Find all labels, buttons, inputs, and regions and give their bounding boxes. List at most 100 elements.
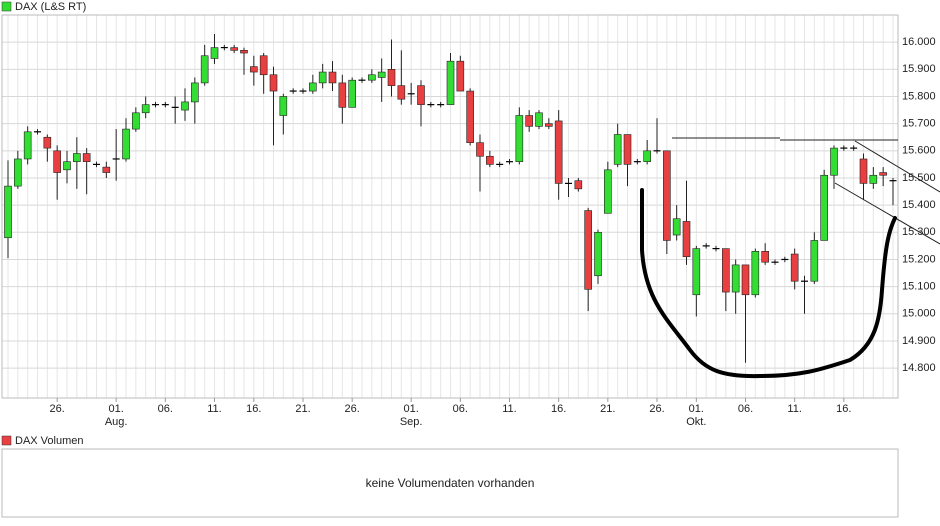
candle-body xyxy=(869,174,878,184)
candle-body xyxy=(613,134,622,165)
candle-body xyxy=(476,142,484,157)
x-tick-label: 11. xyxy=(502,403,516,415)
candle-body xyxy=(584,210,592,290)
candle-body xyxy=(181,101,189,111)
candle-body xyxy=(456,60,465,92)
candle-body xyxy=(525,115,533,127)
candle-body xyxy=(731,264,740,293)
candle-body xyxy=(230,47,238,51)
candle-body xyxy=(604,169,612,214)
candle-body xyxy=(250,66,258,73)
candle-body xyxy=(623,134,632,165)
candle-body xyxy=(141,104,150,114)
x-tick-label: 11. xyxy=(207,403,221,415)
candle-body xyxy=(574,180,583,190)
candle-body xyxy=(535,112,543,127)
candle-body xyxy=(4,185,12,239)
candle-body xyxy=(545,123,553,127)
candle-body xyxy=(486,155,494,165)
hand-drawn-curve xyxy=(640,188,897,379)
candle-body xyxy=(594,232,602,277)
plot-border xyxy=(1,14,899,399)
x-tick-label: 06. xyxy=(158,403,173,415)
volume-title: DAX Volumen xyxy=(15,435,83,447)
candle-body xyxy=(879,172,887,176)
candle-body xyxy=(338,82,347,108)
y-tick-label: 15.800 xyxy=(902,90,936,102)
candle-body xyxy=(682,221,691,258)
candle-body xyxy=(259,55,268,76)
x-tick-label: 16. xyxy=(551,403,566,415)
channel-line xyxy=(854,140,940,193)
plot-area xyxy=(2,15,898,398)
candle-body xyxy=(722,248,730,293)
candle-body xyxy=(663,150,671,241)
candle-body xyxy=(269,74,278,92)
candle-body xyxy=(279,96,288,116)
candle-body xyxy=(790,253,799,282)
candle-body xyxy=(14,158,22,187)
y-tick-label: 15.900 xyxy=(902,63,936,75)
candle-body xyxy=(82,153,91,162)
drawings xyxy=(640,137,940,379)
y-tick-label: 15.400 xyxy=(902,199,936,211)
candle-body xyxy=(387,69,396,86)
x-tick-label: 11. xyxy=(787,403,801,415)
candle-body xyxy=(132,112,140,130)
candle-body xyxy=(417,85,425,105)
candle-body xyxy=(466,90,474,143)
candle-body xyxy=(240,50,248,54)
candle-body xyxy=(643,150,651,162)
y-tick-label: 14.800 xyxy=(902,362,936,374)
candle-body xyxy=(73,153,81,162)
x-tick-label: 16. xyxy=(836,403,851,415)
y-tick-label: 15.300 xyxy=(902,226,936,238)
x-tick-label: 06. xyxy=(738,403,753,415)
volume-message: keine Volumendaten vorhanden xyxy=(366,476,535,490)
candle-body xyxy=(751,251,760,296)
x-tick-label: 21. xyxy=(295,403,310,415)
candle-body xyxy=(515,115,524,162)
candle-body xyxy=(741,264,750,296)
y-tick-label: 15.200 xyxy=(902,253,936,265)
y-tick-label: 15.700 xyxy=(902,118,936,130)
x-tick-label: 26. xyxy=(649,403,664,415)
legend-swatch xyxy=(1,435,12,446)
x-month-label: Aug. xyxy=(105,416,128,428)
candle-body xyxy=(397,85,406,100)
y-tick-label: 14.900 xyxy=(902,335,936,347)
x-tick-label: 21. xyxy=(600,403,615,415)
candle-body xyxy=(446,60,455,105)
candle-body xyxy=(348,79,356,108)
candle-body xyxy=(368,74,376,81)
candle-body xyxy=(63,161,71,171)
y-tick-label: 15.000 xyxy=(902,308,936,320)
candle-body xyxy=(210,47,219,59)
candle-body xyxy=(328,71,337,84)
candle-body xyxy=(309,82,317,92)
legend-label: DAX (L&S RT) xyxy=(15,1,86,13)
candle-body xyxy=(43,136,52,149)
candle-body xyxy=(53,150,61,173)
candle-body xyxy=(318,71,327,84)
candle-body xyxy=(122,128,130,160)
candle-body xyxy=(23,131,32,160)
y-tick-label: 16.000 xyxy=(902,36,936,48)
candle-body xyxy=(554,120,563,184)
x-month-label: Okt. xyxy=(686,416,706,428)
candle-body xyxy=(859,158,868,184)
y-tick-label: 15.500 xyxy=(902,172,936,184)
candle-body xyxy=(810,240,819,282)
candle-body xyxy=(200,55,209,84)
x-tick-label: 01. xyxy=(404,403,419,415)
x-tick-label: 16. xyxy=(246,403,261,415)
candle-body xyxy=(672,218,681,236)
channel-line xyxy=(834,182,940,245)
x-tick-label: 06. xyxy=(453,403,468,415)
candle-body xyxy=(692,248,701,296)
candle-body xyxy=(191,82,199,103)
volume-panel xyxy=(1,448,899,518)
x-tick-label: 26. xyxy=(50,403,65,415)
y-tick-label: 15.100 xyxy=(902,281,936,293)
